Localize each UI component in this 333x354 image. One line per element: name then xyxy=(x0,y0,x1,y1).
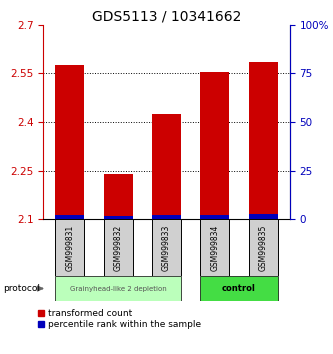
Bar xyxy=(249,62,278,219)
Text: control: control xyxy=(222,284,256,293)
Bar xyxy=(55,276,181,301)
Bar xyxy=(55,219,84,276)
Bar xyxy=(200,276,278,301)
Text: GSM999831: GSM999831 xyxy=(65,225,74,271)
Bar xyxy=(200,219,229,276)
Bar xyxy=(249,219,278,276)
Bar xyxy=(152,215,181,219)
Text: GSM999833: GSM999833 xyxy=(162,224,171,271)
Legend: transformed count, percentile rank within the sample: transformed count, percentile rank withi… xyxy=(38,309,201,329)
Bar xyxy=(249,214,278,219)
Bar xyxy=(104,216,133,219)
Bar xyxy=(152,114,181,219)
Bar xyxy=(55,65,84,219)
Bar xyxy=(104,174,133,219)
Text: GSM999832: GSM999832 xyxy=(114,225,123,271)
Title: GDS5113 / 10341662: GDS5113 / 10341662 xyxy=(92,10,241,24)
Text: GSM999834: GSM999834 xyxy=(210,224,219,271)
Bar xyxy=(104,219,133,276)
Text: protocol: protocol xyxy=(3,284,40,293)
Text: Grainyhead-like 2 depletion: Grainyhead-like 2 depletion xyxy=(70,286,166,291)
Bar xyxy=(200,215,229,219)
Bar xyxy=(55,215,84,219)
Bar xyxy=(200,72,229,219)
Bar xyxy=(152,219,181,276)
Text: GSM999835: GSM999835 xyxy=(259,224,268,271)
